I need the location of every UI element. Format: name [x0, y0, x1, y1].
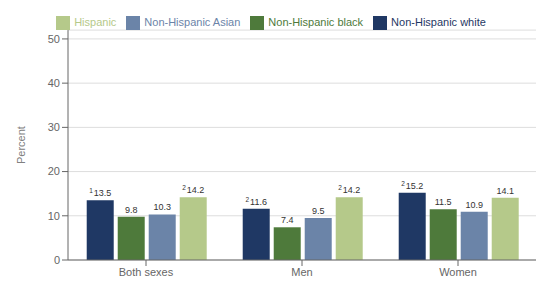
svg-text:10.9: 10.9	[465, 200, 483, 210]
svg-text:7.4: 7.4	[281, 215, 294, 225]
svg-text:40: 40	[48, 77, 60, 89]
html-text:Non-Hispanic white: Non-Hispanic white	[391, 16, 486, 28]
svg-text:214.2: 214.2	[182, 184, 204, 195]
svg-text:113.5: 113.5	[89, 187, 111, 198]
html-text:Non-Hispanic Asian: Non-Hispanic Asian	[144, 16, 241, 28]
svg-text:215.2: 215.2	[401, 180, 423, 191]
svg-text:214.2: 214.2	[338, 184, 360, 195]
svg-text:211.6: 211.6	[245, 196, 266, 207]
svg-text:Percent: Percent	[15, 126, 27, 164]
svg-text:14.1: 14.1	[496, 186, 514, 196]
svg-text:11.5: 11.5	[435, 197, 452, 207]
svg-text:10: 10	[48, 210, 60, 222]
svg-text:20: 20	[48, 165, 60, 177]
svg-text:Men: Men	[291, 266, 312, 278]
html-text:Hispanic: Hispanic	[74, 16, 117, 28]
svg-text:9.8: 9.8	[125, 205, 138, 215]
svg-text:30: 30	[48, 121, 60, 133]
svg-text:Women: Women	[439, 266, 477, 278]
svg-text:Both sexes: Both sexes	[119, 266, 174, 278]
html-text:Non-Hispanic black: Non-Hispanic black	[268, 16, 364, 28]
svg-text:0: 0	[54, 254, 60, 266]
svg-text:10.3: 10.3	[153, 202, 171, 212]
svg-text:9.5: 9.5	[312, 206, 325, 216]
svg-text:50: 50	[48, 33, 60, 45]
